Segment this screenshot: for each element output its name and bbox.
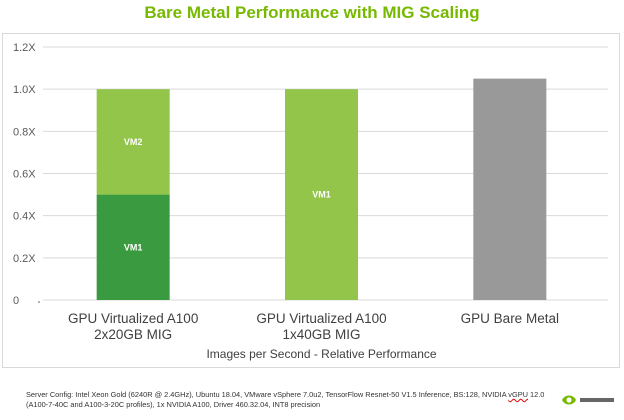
chart-title: Bare Metal Performance with MIG Scaling: [144, 3, 480, 22]
chart-area: 0 0.2X 0.4X 0.6X 0.8X 1.0X 1.2X VM1 VM2 GPU Virtu…: [2, 33, 620, 368]
bar-segment-label: VM1: [312, 190, 331, 200]
bar-segment-label: VM1: [124, 242, 143, 252]
x-axis-title: Images per Second - Relative Performance: [206, 347, 436, 361]
y-tick-label: 1.0X: [13, 84, 36, 96]
y-tick-label: 0.6X: [13, 169, 36, 181]
footnote-spell-flag: vGPU: [508, 390, 528, 399]
x-category-label: GPU Virtualized A100: [68, 311, 198, 326]
plot-area: 0 0.2X 0.4X 0.6X 0.8X 1.0X 1.2X VM1 VM2 GPU Virtu…: [13, 42, 608, 361]
footnote: Server Config: Intel Xeon Gold (6240R @ …: [26, 390, 566, 410]
y-tick-label: 0.4X: [13, 211, 36, 223]
footnote-text-cont: 12.0 (A100-7-40C and A100-3-20C profiles…: [26, 390, 545, 409]
x-category-label: GPU Virtualized A100: [256, 311, 386, 326]
bar-segment-label: VM2: [124, 137, 143, 147]
y-tick-label: 1.2X: [13, 42, 36, 54]
nvidia-logo: [562, 395, 614, 405]
x-category-label: 1x40GB MIG: [282, 327, 360, 342]
y-tick-label: 0.8X: [13, 126, 36, 138]
x-category-label: GPU Bare Metal: [461, 311, 559, 326]
y-tick-label: 0: [13, 295, 19, 307]
bar-segment-1-0: [285, 89, 358, 300]
bar-segment-0-1: [96, 89, 170, 195]
x-category-label: 2x20GB MIG: [94, 327, 172, 342]
footnote-text: Server Config: Intel Xeon Gold (6240R @ …: [26, 390, 509, 399]
bar-segment-2-0: [473, 78, 547, 300]
y-tick-label: 0.2X: [13, 253, 36, 265]
bar-segment-0-0: [96, 194, 170, 300]
axis-origin-dot: [38, 301, 40, 303]
